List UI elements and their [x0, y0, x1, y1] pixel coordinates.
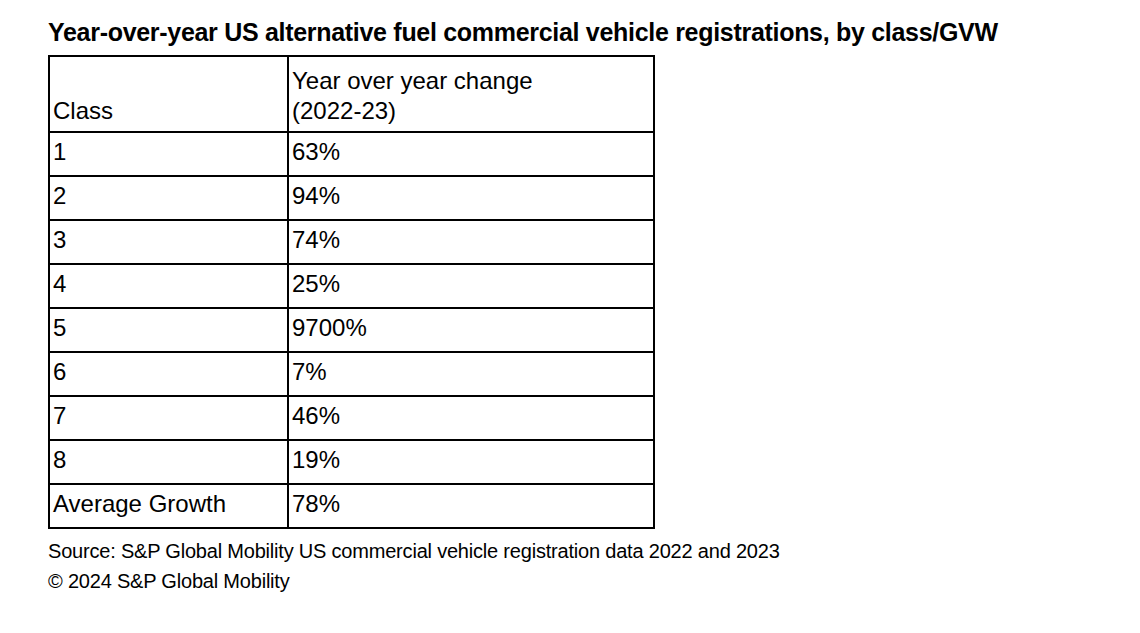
change-cell: 19% — [288, 440, 654, 484]
change-cell: 46% — [288, 396, 654, 440]
table-row: 5 9700% — [49, 308, 654, 352]
class-cell: 5 — [49, 308, 288, 352]
class-cell: 6 — [49, 352, 288, 396]
table-row: 7 46% — [49, 396, 654, 440]
change-cell: 9700% — [288, 308, 654, 352]
chart-title: Year-over-year US alternative fuel comme… — [48, 18, 1120, 48]
class-cell: Average Growth — [49, 484, 288, 528]
copyright-note: © 2024 S&P Global Mobility — [48, 566, 1120, 596]
class-cell: 2 — [49, 176, 288, 220]
change-cell: 94% — [288, 176, 654, 220]
change-cell: 7% — [288, 352, 654, 396]
class-cell: 3 — [49, 220, 288, 264]
table-row: 4 25% — [49, 264, 654, 308]
page: Year-over-year US alternative fuel comme… — [0, 0, 1140, 596]
class-cell: 4 — [49, 264, 288, 308]
change-column-header: Year over year change (2022-23) — [288, 56, 654, 132]
class-cell: 7 — [49, 396, 288, 440]
table-row: 3 74% — [49, 220, 654, 264]
change-cell: 63% — [288, 132, 654, 176]
table-row: 1 63% — [49, 132, 654, 176]
table-row: 2 94% — [49, 176, 654, 220]
class-cell: 1 — [49, 132, 288, 176]
footer: Source: S&P Global Mobility US commercia… — [48, 536, 1120, 596]
table-row: Average Growth 78% — [49, 484, 654, 528]
source-note: Source: S&P Global Mobility US commercia… — [48, 536, 1120, 566]
class-column-header: Class — [49, 56, 288, 132]
change-cell: 25% — [288, 264, 654, 308]
registrations-table: Class Year over year change (2022-23) 1 … — [48, 55, 655, 529]
change-cell: 74% — [288, 220, 654, 264]
change-cell: 78% — [288, 484, 654, 528]
table-row: 8 19% — [49, 440, 654, 484]
class-cell: 8 — [49, 440, 288, 484]
table-header-row: Class Year over year change (2022-23) — [49, 56, 654, 132]
table-row: 6 7% — [49, 352, 654, 396]
